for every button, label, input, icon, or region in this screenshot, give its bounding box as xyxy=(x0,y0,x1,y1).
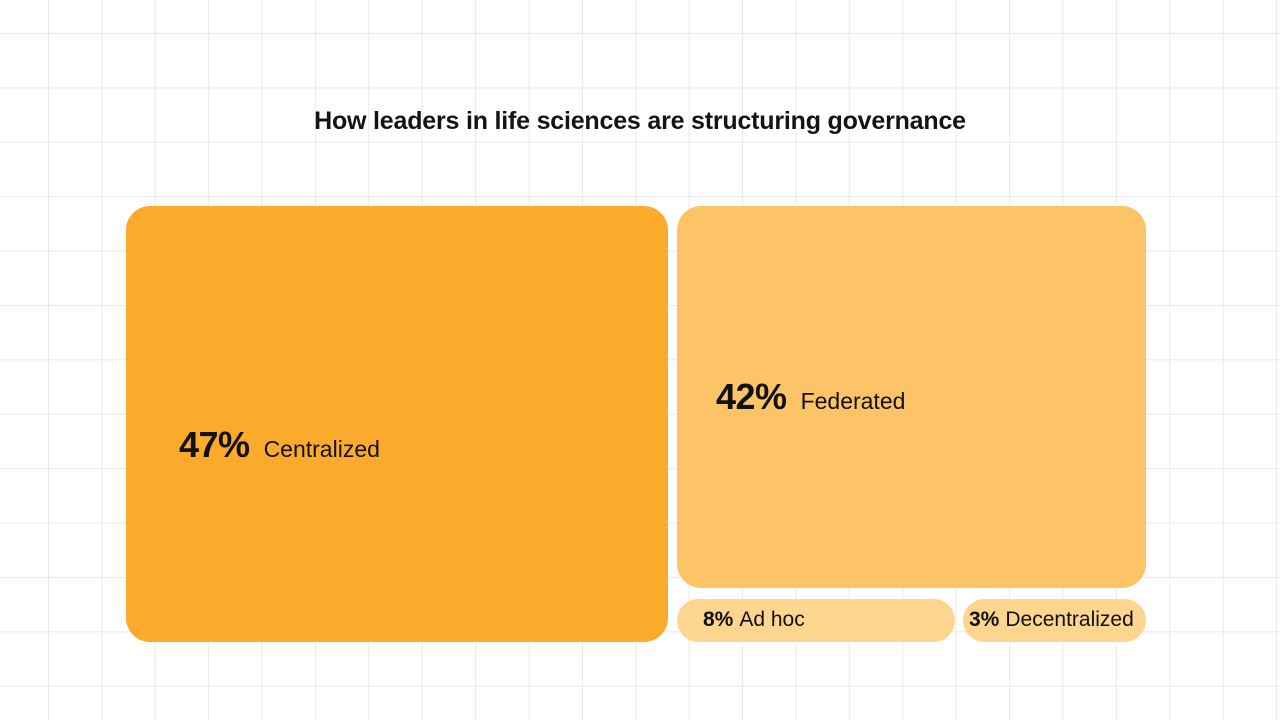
tile-ad-hoc: 8% Ad hoc xyxy=(677,599,955,642)
tile-label-decentralized: 3% Decentralized xyxy=(969,608,1134,632)
value-label-decentralized: 3% xyxy=(969,608,1000,631)
tile-label-centralized: 47% Centralized xyxy=(179,424,380,466)
category-label-decentralized: Decentralized xyxy=(1005,608,1134,631)
chart-title: How leaders in life sciences are structu… xyxy=(314,107,966,135)
category-label-centralized: Centralized xyxy=(263,436,380,462)
category-label-federated: Federated xyxy=(800,388,906,414)
category-label-ad-hoc: Ad hoc xyxy=(739,608,805,631)
tile-label-federated: 42% Federated xyxy=(716,376,905,418)
tile-label-ad-hoc: 8% Ad hoc xyxy=(703,608,805,632)
value-label-ad-hoc: 8% xyxy=(703,608,734,631)
value-label-federated: 42% xyxy=(716,376,787,417)
tile-federated: 42% Federated xyxy=(677,206,1146,588)
value-label-centralized: 47% xyxy=(179,424,250,465)
tile-decentralized: 3% Decentralized xyxy=(963,599,1146,642)
tile-centralized: 47% Centralized xyxy=(126,206,668,642)
